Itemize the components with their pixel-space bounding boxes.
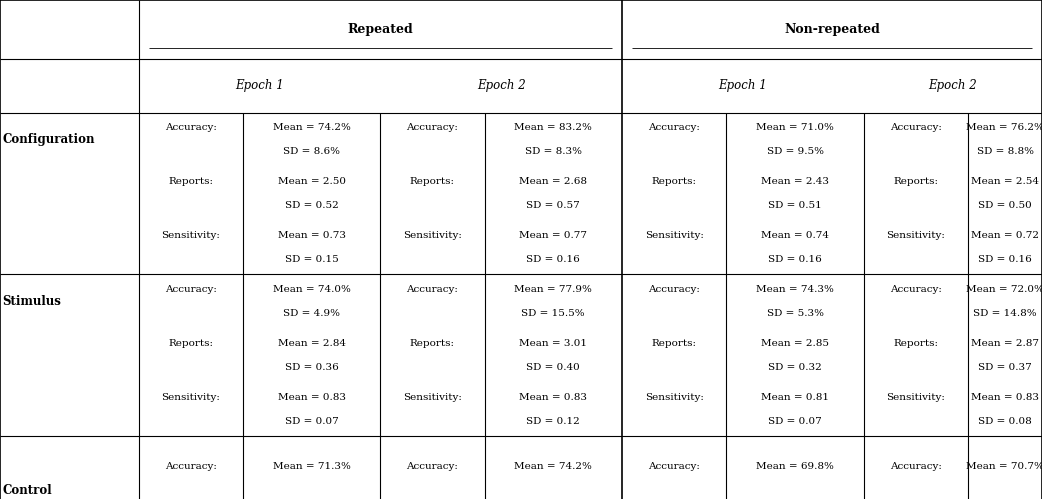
- Text: SD = 0.07: SD = 0.07: [284, 417, 339, 426]
- Text: SD = 9.5%: SD = 9.5%: [767, 147, 823, 156]
- Text: Accuracy:: Accuracy:: [406, 462, 458, 471]
- Text: Accuracy:: Accuracy:: [648, 462, 700, 471]
- Text: Accuracy:: Accuracy:: [648, 123, 700, 132]
- Text: Sensitivity:: Sensitivity:: [887, 393, 945, 402]
- Text: Accuracy:: Accuracy:: [406, 285, 458, 294]
- Text: SD = 0.36: SD = 0.36: [284, 363, 339, 372]
- Text: Mean = 74.2%: Mean = 74.2%: [515, 462, 592, 471]
- Text: Mean = 74.2%: Mean = 74.2%: [273, 123, 350, 132]
- Text: Mean = 71.3%: Mean = 71.3%: [273, 462, 350, 471]
- Text: Mean = 77.9%: Mean = 77.9%: [515, 285, 592, 294]
- Text: SD = 0.08: SD = 0.08: [978, 417, 1032, 426]
- Text: SD = 15.5%: SD = 15.5%: [521, 309, 586, 318]
- Text: Sensitivity:: Sensitivity:: [403, 393, 462, 402]
- Text: SD = 0.12: SD = 0.12: [526, 417, 580, 426]
- Text: Accuracy:: Accuracy:: [165, 285, 217, 294]
- Text: Sensitivity:: Sensitivity:: [162, 231, 220, 240]
- Text: Accuracy:: Accuracy:: [648, 285, 700, 294]
- Text: Accuracy:: Accuracy:: [890, 123, 942, 132]
- Text: Reports:: Reports:: [168, 339, 214, 348]
- Text: Repeated: Repeated: [347, 23, 414, 36]
- Text: SD = 0.07: SD = 0.07: [768, 417, 822, 426]
- Text: SD = 8.3%: SD = 8.3%: [525, 147, 581, 156]
- Text: Mean = 2.50: Mean = 2.50: [277, 177, 346, 186]
- Text: SD = 0.16: SD = 0.16: [768, 255, 822, 264]
- Text: Accuracy:: Accuracy:: [406, 123, 458, 132]
- Text: Mean = 0.81: Mean = 0.81: [761, 393, 829, 402]
- Text: SD = 0.16: SD = 0.16: [978, 255, 1032, 264]
- Text: Reports:: Reports:: [410, 339, 455, 348]
- Text: Mean = 0.74: Mean = 0.74: [761, 231, 829, 240]
- Text: Accuracy:: Accuracy:: [890, 462, 942, 471]
- Text: Sensitivity:: Sensitivity:: [645, 393, 703, 402]
- Text: SD = 5.3%: SD = 5.3%: [767, 309, 823, 318]
- Text: SD = 4.9%: SD = 4.9%: [283, 309, 340, 318]
- Text: Reports:: Reports:: [168, 177, 214, 186]
- Text: Accuracy:: Accuracy:: [165, 462, 217, 471]
- Text: SD = 0.51: SD = 0.51: [768, 201, 822, 210]
- Text: Sensitivity:: Sensitivity:: [162, 393, 220, 402]
- Text: SD = 0.16: SD = 0.16: [526, 255, 580, 264]
- Text: Mean = 2.84: Mean = 2.84: [277, 339, 346, 348]
- Text: Mean = 0.83: Mean = 0.83: [519, 393, 588, 402]
- Text: Mean = 2.43: Mean = 2.43: [761, 177, 829, 186]
- Text: SD = 0.52: SD = 0.52: [284, 201, 339, 210]
- Text: Stimulus: Stimulus: [2, 295, 61, 308]
- Text: Sensitivity:: Sensitivity:: [887, 231, 945, 240]
- Text: Epoch 1: Epoch 1: [235, 79, 283, 92]
- Text: SD = 8.6%: SD = 8.6%: [283, 147, 340, 156]
- Text: SD = 0.57: SD = 0.57: [526, 201, 580, 210]
- Text: SD = 0.15: SD = 0.15: [284, 255, 339, 264]
- Text: SD = 14.8%: SD = 14.8%: [973, 309, 1037, 318]
- Text: Sensitivity:: Sensitivity:: [645, 231, 703, 240]
- Text: Epoch 2: Epoch 2: [928, 79, 977, 92]
- Text: Mean = 72.0%: Mean = 72.0%: [966, 285, 1042, 294]
- Text: SD = 0.50: SD = 0.50: [978, 201, 1032, 210]
- Text: Accuracy:: Accuracy:: [165, 123, 217, 132]
- Text: Reports:: Reports:: [893, 177, 939, 186]
- Text: Mean = 83.2%: Mean = 83.2%: [515, 123, 592, 132]
- Text: Mean = 0.83: Mean = 0.83: [277, 393, 346, 402]
- Text: Accuracy:: Accuracy:: [890, 285, 942, 294]
- Text: Mean = 0.77: Mean = 0.77: [519, 231, 588, 240]
- Text: SD = 0.32: SD = 0.32: [768, 363, 822, 372]
- Text: Mean = 71.0%: Mean = 71.0%: [756, 123, 834, 132]
- Text: Mean = 0.83: Mean = 0.83: [971, 393, 1039, 402]
- Text: Reports:: Reports:: [410, 177, 455, 186]
- Text: Mean = 0.73: Mean = 0.73: [277, 231, 346, 240]
- Text: Configuration: Configuration: [2, 133, 95, 146]
- Text: SD = 0.37: SD = 0.37: [978, 363, 1032, 372]
- Text: Epoch 2: Epoch 2: [477, 79, 525, 92]
- Text: Reports:: Reports:: [651, 177, 697, 186]
- Text: Mean = 2.85: Mean = 2.85: [761, 339, 829, 348]
- Text: Mean = 2.87: Mean = 2.87: [971, 339, 1039, 348]
- Text: Mean = 70.7%: Mean = 70.7%: [966, 462, 1042, 471]
- Text: Mean = 3.01: Mean = 3.01: [519, 339, 588, 348]
- Text: Mean = 0.72: Mean = 0.72: [971, 231, 1039, 240]
- Text: Mean = 74.0%: Mean = 74.0%: [273, 285, 350, 294]
- Text: Reports:: Reports:: [651, 339, 697, 348]
- Text: Sensitivity:: Sensitivity:: [403, 231, 462, 240]
- Text: Mean = 2.54: Mean = 2.54: [971, 177, 1039, 186]
- Text: Reports:: Reports:: [893, 339, 939, 348]
- Text: Mean = 74.3%: Mean = 74.3%: [756, 285, 834, 294]
- Text: Non-repeated: Non-repeated: [784, 23, 880, 36]
- Text: Epoch 1: Epoch 1: [719, 79, 767, 92]
- Text: Mean = 69.8%: Mean = 69.8%: [756, 462, 834, 471]
- Text: SD = 0.40: SD = 0.40: [526, 363, 580, 372]
- Text: Control: Control: [2, 484, 52, 497]
- Text: Mean = 2.68: Mean = 2.68: [519, 177, 588, 186]
- Text: Mean = 76.2%: Mean = 76.2%: [966, 123, 1042, 132]
- Text: SD = 8.8%: SD = 8.8%: [976, 147, 1034, 156]
